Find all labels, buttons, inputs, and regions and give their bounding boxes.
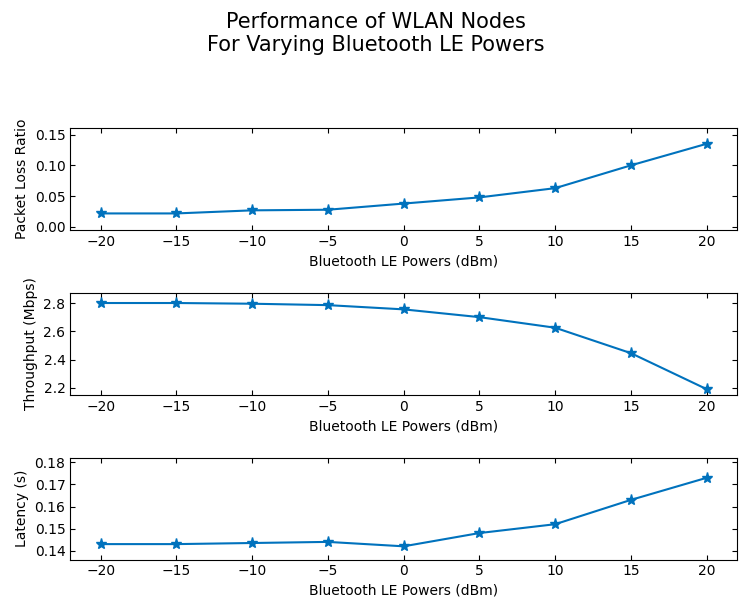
Y-axis label: Throughput (Mbps): Throughput (Mbps) <box>24 278 38 411</box>
Y-axis label: Latency (s): Latency (s) <box>15 470 29 547</box>
Text: Performance of WLAN Nodes
For Varying Bluetooth LE Powers: Performance of WLAN Nodes For Varying Bl… <box>208 12 544 55</box>
X-axis label: Bluetooth LE Powers (dBm): Bluetooth LE Powers (dBm) <box>309 254 499 268</box>
Y-axis label: Packet Loss Ratio: Packet Loss Ratio <box>15 119 29 240</box>
X-axis label: Bluetooth LE Powers (dBm): Bluetooth LE Powers (dBm) <box>309 584 499 598</box>
X-axis label: Bluetooth LE Powers (dBm): Bluetooth LE Powers (dBm) <box>309 419 499 433</box>
